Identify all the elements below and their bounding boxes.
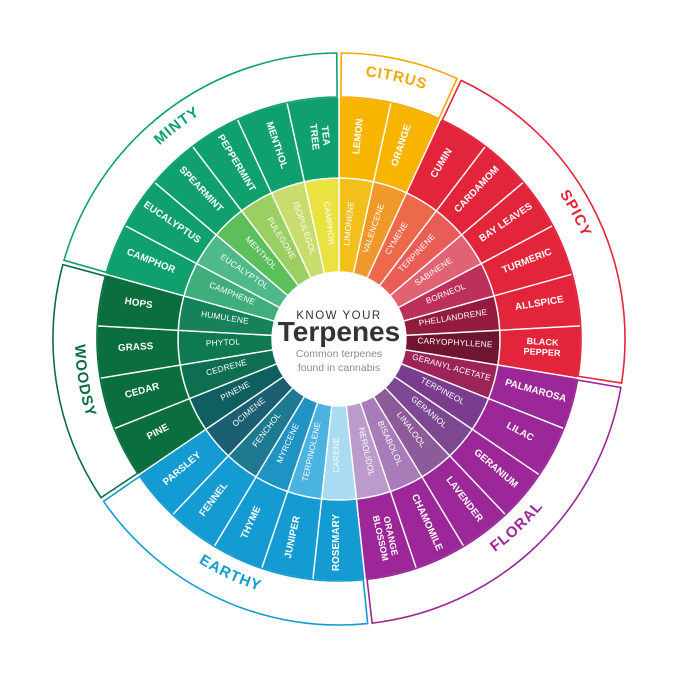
svg-text:Common terpenes: Common terpenes: [296, 348, 382, 360]
svg-text:CARENE: CARENE: [331, 437, 341, 473]
svg-text:Terpenes: Terpenes: [278, 316, 400, 347]
svg-text:ROSEMARY: ROSEMARY: [331, 514, 342, 571]
svg-text:PHYTOL: PHYTOL: [206, 336, 241, 348]
svg-text:found in cannabis: found in cannabis: [298, 362, 380, 374]
svg-text:BLACKPEPPER: BLACKPEPPER: [523, 336, 562, 358]
svg-text:GRASS: GRASS: [118, 341, 154, 354]
